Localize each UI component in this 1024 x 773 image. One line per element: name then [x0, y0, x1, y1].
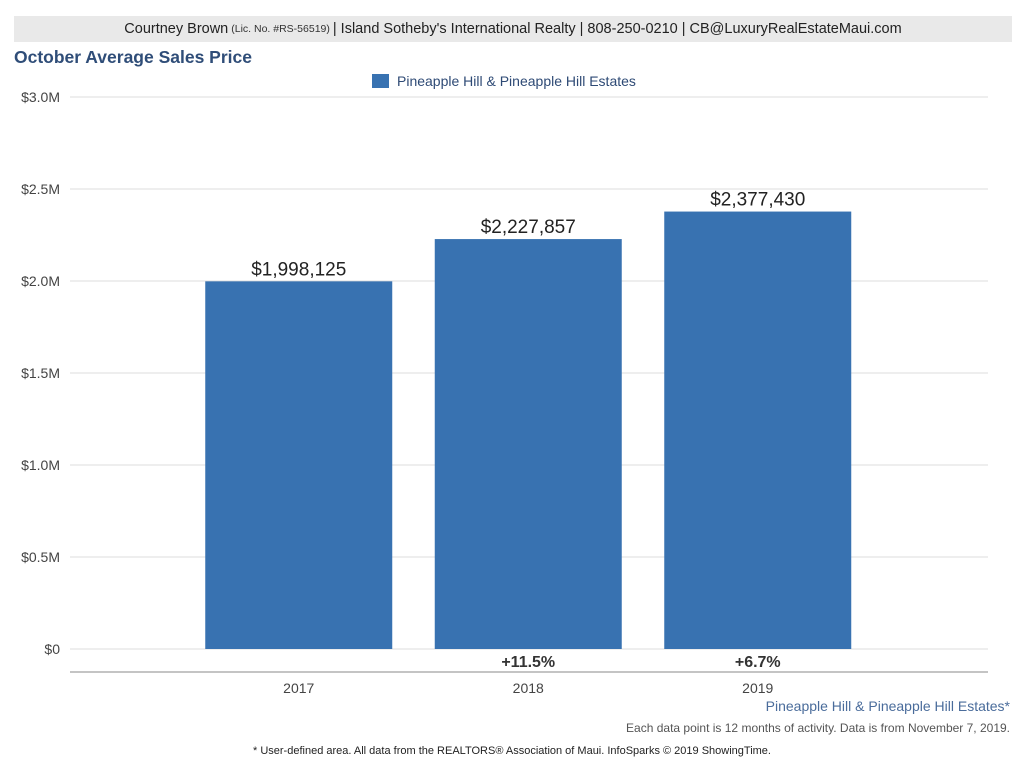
agent-name: Courtney Brown	[124, 21, 229, 37]
bar-change-label: +11.5%	[501, 654, 555, 671]
x-tick-label: 2018	[513, 680, 544, 696]
y-tick-label: $0.5M	[21, 549, 60, 565]
bar-value-label: $2,377,430	[710, 190, 805, 211]
header-bar: Courtney Brown (Lic. No. #RS-56519) | Is…	[14, 16, 1012, 42]
y-tick-label: $1.5M	[21, 365, 60, 381]
y-tick-label: $2.0M	[21, 273, 60, 289]
x-tick-label: 2017	[283, 680, 314, 696]
y-tick-label: $0	[44, 641, 60, 657]
data-note: Each data point is 12 months of activity…	[626, 721, 1010, 735]
bar-change-label: +6.7%	[735, 654, 781, 671]
y-tick-label: $3.0M	[21, 89, 60, 105]
disclaimer: * User-defined area. All data from the R…	[253, 745, 771, 757]
legend-label: Pineapple Hill & Pineapple Hill Estates	[397, 73, 636, 89]
chart-title: October Average Sales Price	[14, 47, 252, 67]
x-tick-label: 2019	[742, 680, 773, 696]
bar	[205, 281, 393, 649]
legend-swatch	[372, 74, 389, 88]
area-name: Pineapple Hill & Pineapple Hill Estates*	[765, 698, 1010, 714]
bar	[664, 211, 852, 649]
y-tick-label: $2.5M	[21, 181, 60, 197]
license-number: (Lic. No. #RS-56519)	[231, 23, 330, 35]
bar-value-label: $2,227,857	[481, 217, 576, 238]
agent-contact: | Island Sotheby's International Realty …	[332, 21, 902, 37]
bar-value-label: $1,998,125	[251, 259, 346, 280]
legend[interactable]: Pineapple Hill & Pineapple Hill Estates	[372, 73, 636, 89]
y-tick-label: $1.0M	[21, 457, 60, 473]
bar	[434, 239, 622, 649]
